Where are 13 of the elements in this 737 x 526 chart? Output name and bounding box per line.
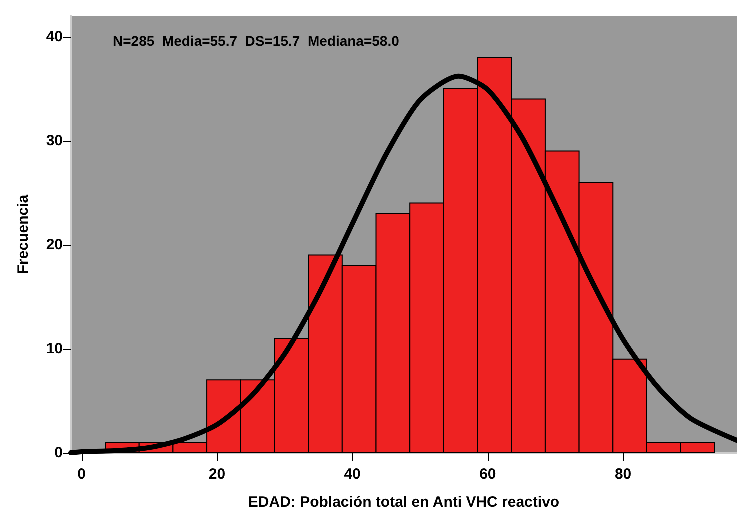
x-axis-title: EDAD: Población total en Anti VHC reactivo — [248, 494, 560, 511]
x-tick-label: 60 — [480, 466, 496, 483]
y-axis-title: Frecuencia — [15, 194, 32, 274]
y-tick-label: 30 — [46, 132, 63, 150]
x-tick-label: 20 — [208, 466, 226, 483]
y-tick-label: 10 — [46, 340, 63, 358]
y-tick-label: 20 — [46, 236, 63, 254]
x-tick-label: 0 — [78, 466, 86, 483]
y-tick-label: 40 — [46, 28, 63, 46]
annotation: N=285 Media=55.7 DS=15.7 Mediana=58.0 — [113, 33, 400, 49]
y-tick-label: 0 — [54, 444, 63, 462]
x-tick-label: 80 — [614, 466, 632, 483]
x-tick-label: 40 — [344, 466, 361, 483]
